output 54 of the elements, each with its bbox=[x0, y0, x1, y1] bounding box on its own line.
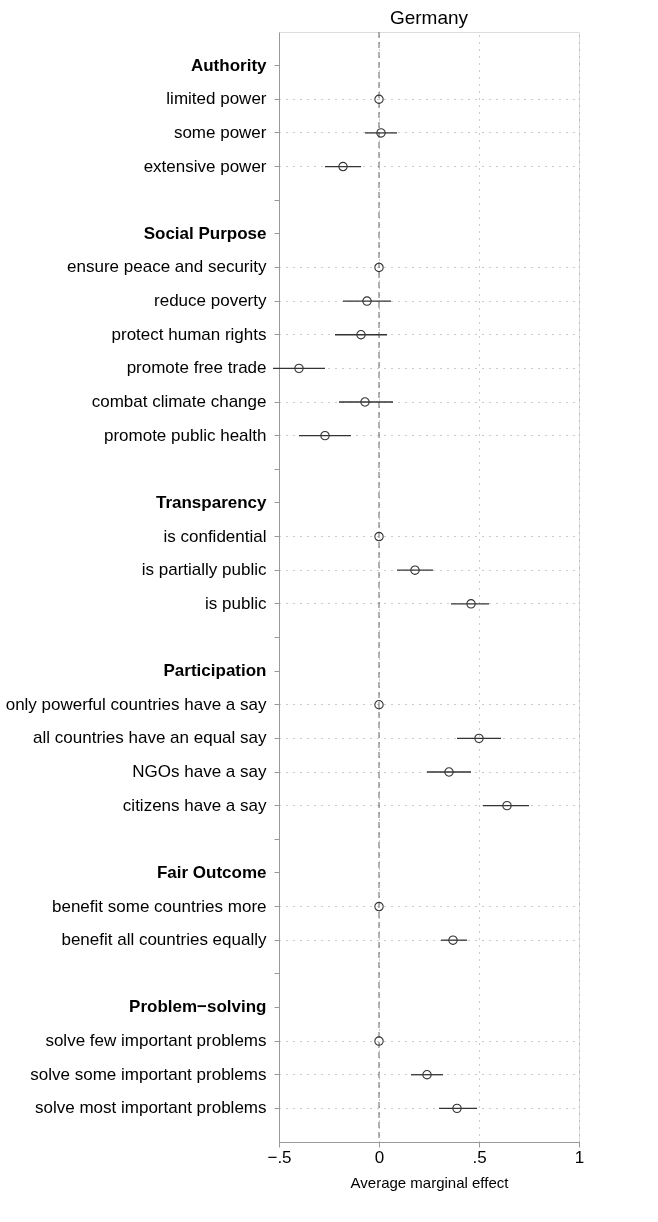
y-tick-label: all countries have an equal say bbox=[33, 728, 267, 748]
point bbox=[376, 128, 386, 138]
x-tick-label: 0 bbox=[374, 1147, 385, 1167]
y-tick-label: Social Purpose bbox=[143, 223, 267, 243]
y-tick-label: citizens have a say bbox=[122, 795, 267, 815]
y-tick-label: is partially public bbox=[141, 560, 267, 580]
y-tick-label: Fair Outcome bbox=[156, 862, 267, 882]
y-tick-label: Problem−solving bbox=[129, 997, 267, 1017]
y-tick-label: extensive power bbox=[143, 156, 267, 176]
point bbox=[374, 94, 384, 104]
y-tick-label: solve most important problems bbox=[35, 1098, 267, 1118]
y-tick-label: reduce poverty bbox=[154, 291, 267, 311]
point bbox=[502, 800, 512, 811]
point bbox=[374, 700, 384, 710]
y-tick-label: benefit all countries equally bbox=[61, 930, 267, 950]
point bbox=[448, 935, 458, 945]
point bbox=[374, 901, 384, 912]
y-tick-label: Authority bbox=[190, 55, 268, 75]
point bbox=[356, 330, 366, 340]
point bbox=[374, 1036, 384, 1046]
x-tick-label: .5 bbox=[472, 1147, 487, 1167]
y-tick-label: NGOs have a say bbox=[132, 762, 267, 781]
point bbox=[474, 733, 484, 744]
y-tick-label: is public bbox=[205, 593, 267, 613]
y-tick-label: protect human rights bbox=[111, 324, 267, 344]
y-tick-label: only powerful countries have a say bbox=[5, 694, 267, 714]
y-tick-label: solve few important problems bbox=[45, 1031, 267, 1051]
point bbox=[320, 430, 330, 441]
y-tick-label: promote public health bbox=[103, 425, 267, 445]
x-tick-label: −.5 bbox=[267, 1147, 292, 1167]
y-tick-label: some power bbox=[173, 122, 267, 142]
y-tick-label: Transparency bbox=[155, 492, 268, 512]
x-tick-label: 1 bbox=[574, 1147, 585, 1167]
point bbox=[362, 296, 372, 306]
point bbox=[422, 1070, 432, 1080]
y-tick-label: combat climate change bbox=[91, 392, 267, 411]
y-tick-label: benefit some countries more bbox=[52, 896, 267, 916]
y-tick-label: Participation bbox=[163, 661, 267, 681]
point bbox=[444, 767, 454, 777]
y-tick-label: is confidential bbox=[163, 526, 267, 546]
point bbox=[452, 1103, 462, 1114]
point bbox=[294, 363, 304, 374]
y-tick-label: solve some important problems bbox=[30, 1064, 267, 1084]
chart-title: Germany bbox=[389, 6, 469, 28]
point bbox=[466, 599, 476, 609]
y-tick-label: ensure peace and security bbox=[67, 257, 267, 277]
point bbox=[410, 565, 420, 575]
y-tick-label: promote free trade bbox=[126, 358, 267, 378]
x-axis-title: Average marginal effect bbox=[350, 1173, 510, 1191]
y-tick-label: limited power bbox=[166, 89, 267, 109]
point bbox=[338, 161, 348, 172]
point bbox=[374, 531, 384, 542]
point bbox=[360, 397, 370, 407]
point bbox=[374, 262, 384, 273]
